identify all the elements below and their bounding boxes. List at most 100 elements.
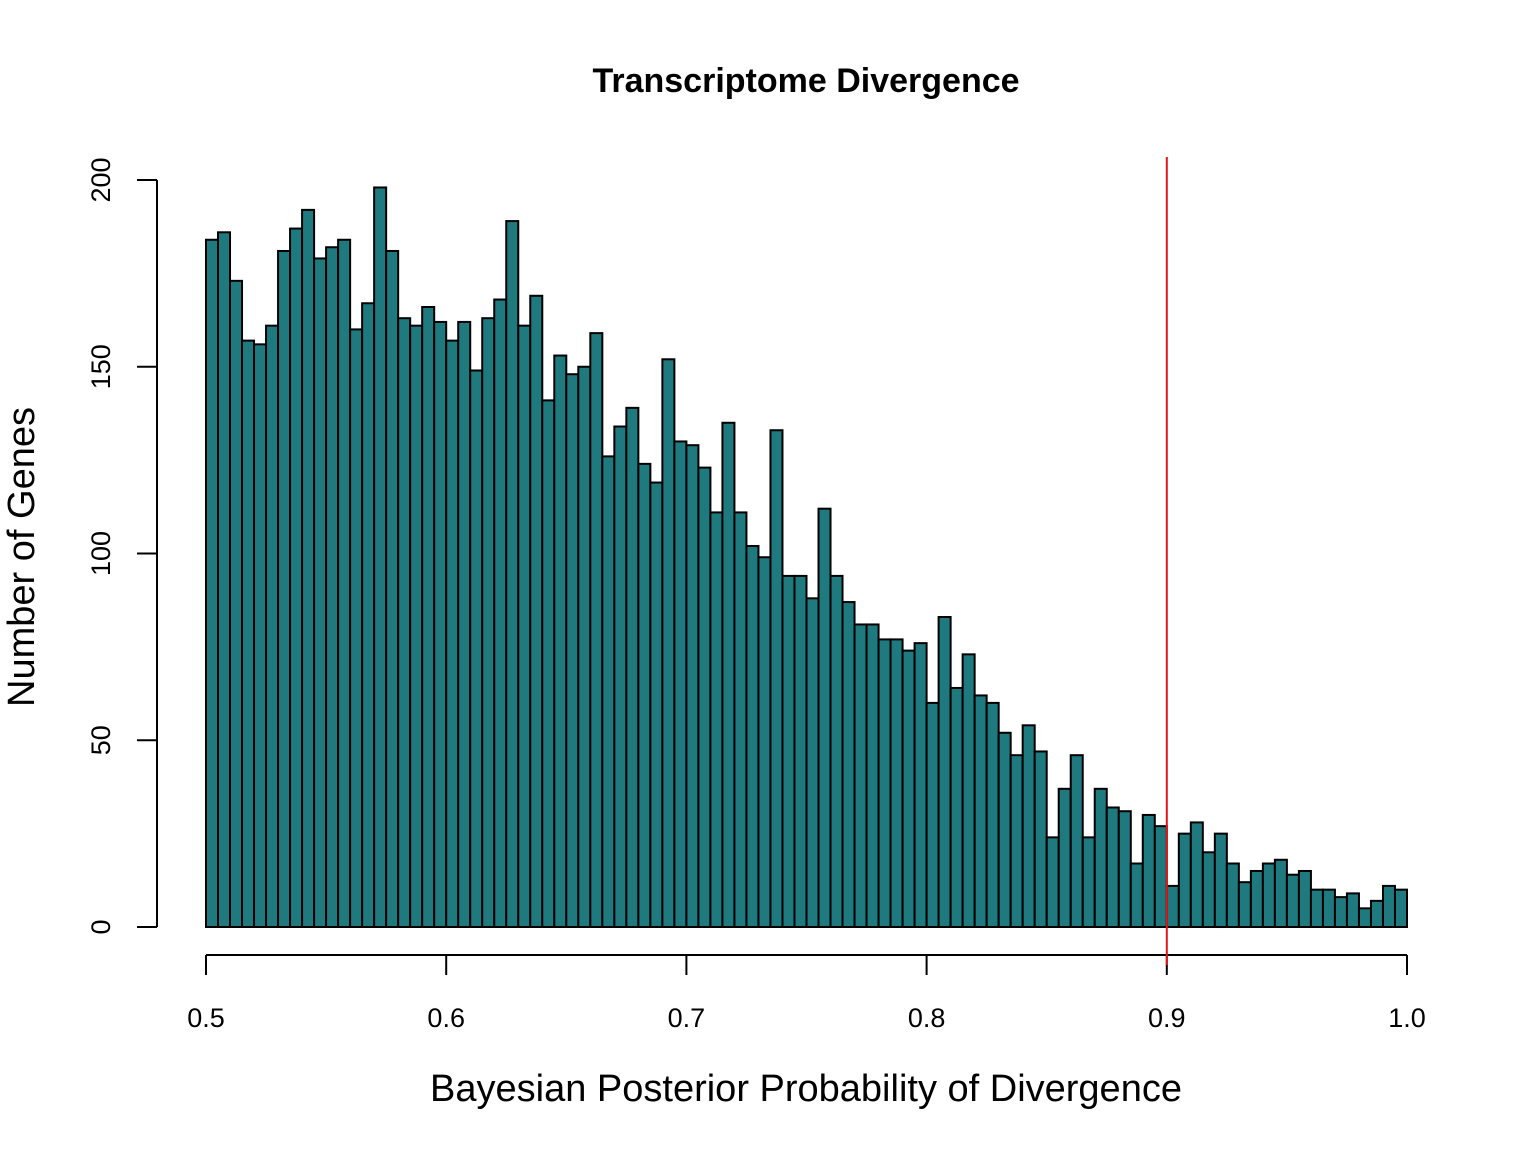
histogram-bar [865, 623, 880, 929]
histogram-bar [1297, 869, 1312, 928]
histogram-bar [493, 298, 508, 928]
histogram-bar [877, 638, 892, 929]
histogram-bar [445, 339, 460, 928]
histogram-bar [1213, 832, 1228, 929]
x-tick-label: 0.6 [427, 1003, 465, 1033]
histogram-bar [1057, 787, 1072, 928]
histogram-bar [457, 320, 472, 928]
histogram-bar [229, 279, 244, 929]
histogram-bar [1201, 851, 1216, 928]
histogram-bar [889, 638, 904, 929]
histogram-bar [697, 466, 712, 928]
histogram-bar [337, 238, 352, 928]
histogram-bar [745, 545, 760, 929]
histogram-bar [1045, 836, 1060, 928]
histogram-bar [1033, 750, 1048, 929]
histogram-bar [1117, 810, 1132, 928]
histogram-bar [397, 317, 412, 928]
y-tick-label: 50 [86, 725, 116, 755]
x-tick-label: 0.8 [908, 1003, 946, 1033]
histogram-bar [1381, 884, 1396, 928]
histogram-bar [901, 649, 916, 928]
histogram-bar [1009, 754, 1024, 928]
histogram-bar [517, 324, 532, 929]
histogram-bar [997, 731, 1012, 929]
histogram-bar [625, 406, 640, 928]
chart-title: Transcriptome Divergence [592, 62, 1019, 100]
x-tick-label: 1.0 [1388, 1003, 1426, 1033]
histogram-bar [721, 421, 736, 928]
y-tick-label: 200 [86, 157, 116, 202]
histogram-bar [1237, 881, 1252, 928]
histogram-bar [301, 208, 316, 928]
y-axis-label: Number of Genes [1, 407, 43, 707]
histogram-bar [1393, 888, 1408, 929]
histogram-bar [1369, 899, 1384, 928]
histogram-bar [433, 320, 448, 928]
x-tick-label: 0.5 [187, 1003, 225, 1033]
histogram-bar [409, 324, 424, 929]
histogram-bar [1021, 724, 1036, 928]
histogram-bar [1273, 858, 1288, 929]
histogram-bar [553, 354, 568, 929]
histogram-bar [541, 399, 556, 928]
histogram-bar [505, 220, 520, 928]
histogram-bar [781, 574, 796, 928]
histogram-bar [529, 294, 544, 928]
x-axis-label: Bayesian Posterior Probability of Diverg… [430, 1068, 1182, 1110]
histogram-bar [1129, 862, 1144, 928]
histogram-bar [1285, 873, 1300, 929]
histogram-bar [937, 616, 952, 928]
histogram-bar [637, 462, 652, 928]
histogram-bar [277, 249, 292, 929]
histogram-bar [661, 358, 676, 928]
histogram-bar [1249, 869, 1264, 928]
histogram-bar [1225, 862, 1240, 928]
histogram-bar [421, 305, 436, 928]
y-tick-label: 100 [86, 531, 116, 576]
histogram-bar [949, 686, 964, 929]
histogram-bar [1069, 754, 1084, 928]
histogram-bar [349, 328, 364, 928]
histogram-bar [673, 440, 688, 928]
histogram-bar [241, 339, 256, 928]
histogram-bar [793, 574, 808, 928]
histogram-bar [1153, 825, 1168, 929]
histogram-bar [925, 701, 940, 929]
histogram-bar [217, 231, 232, 929]
histogram-bar [769, 429, 784, 928]
histogram-bar [481, 317, 496, 928]
histogram-bar [829, 574, 844, 928]
histogram-bar [1321, 888, 1336, 929]
y-axis: 0 50 100 150 200 [86, 157, 158, 935]
histogram-bar [649, 481, 664, 928]
histogram-bar [841, 601, 856, 928]
histogram-bar [601, 455, 616, 928]
histogram-bar [1141, 813, 1156, 929]
histogram-bar [1165, 884, 1180, 928]
histogram-bar [913, 642, 928, 928]
histogram-bar [1309, 888, 1324, 929]
bars-group [205, 186, 1408, 929]
x-tick-label: 0.7 [668, 1003, 706, 1033]
y-tick-label: 0 [86, 919, 116, 934]
histogram-bar [1093, 787, 1108, 928]
histogram-bar [853, 623, 868, 929]
histogram-bar [325, 246, 340, 929]
histogram-bar [805, 597, 820, 928]
y-tick-label: 150 [86, 344, 116, 389]
histogram-bar [361, 302, 376, 928]
histogram-bar [817, 507, 832, 928]
x-tick-label: 0.9 [1148, 1003, 1186, 1033]
histogram-bar [1177, 832, 1192, 929]
histogram-bar [373, 186, 388, 929]
histogram-bar [253, 343, 268, 928]
histogram-bar [1345, 892, 1360, 929]
histogram-bar [757, 556, 772, 928]
histogram-bar [985, 701, 1000, 929]
histogram-bar [313, 257, 328, 928]
histogram-bar [1357, 907, 1372, 929]
histogram-bar [1081, 836, 1096, 928]
histogram-bar [205, 238, 220, 928]
